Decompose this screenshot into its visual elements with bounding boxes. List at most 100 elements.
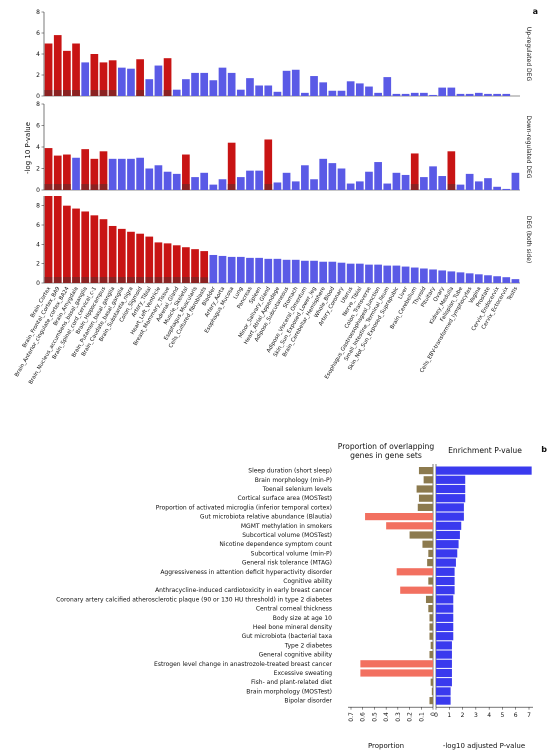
bar <box>355 263 364 283</box>
subplot-3: 0 2 4 6 8 DEG (both side) <box>36 196 532 287</box>
bar-base <box>81 277 90 283</box>
bar <box>264 85 273 96</box>
bar <box>154 165 163 190</box>
pvalue-bar <box>436 622 454 632</box>
bar <box>108 60 117 96</box>
bar <box>291 259 300 283</box>
bar <box>401 266 410 283</box>
bar-base <box>44 90 53 96</box>
bar-row: General cognitive ability <box>259 650 452 659</box>
y-tick-label: 4 <box>36 51 40 58</box>
y-tick-label: 4 <box>36 241 40 248</box>
bar <box>191 177 199 190</box>
category-label: Gut microbiota (bacterial taxa <box>242 633 333 640</box>
right-tick-label: 5 <box>501 712 505 719</box>
bar-base <box>447 184 456 190</box>
bar <box>63 205 71 283</box>
category-label: Subcortical volume (min-P) <box>251 550 332 557</box>
category-label: Bipolar disorder <box>284 698 332 705</box>
bar-base <box>72 277 80 283</box>
bar <box>136 59 144 96</box>
bar <box>346 183 355 190</box>
category-label: Cognitive ability <box>283 578 332 585</box>
bar <box>255 85 263 96</box>
bar <box>484 178 492 190</box>
category-label: Central corneal thickness <box>256 606 332 613</box>
bar-base <box>227 184 236 190</box>
category-label: MGMT methylation in smokers <box>241 523 332 530</box>
bar-base <box>117 277 126 283</box>
proportion-bar <box>416 485 433 493</box>
bar <box>374 264 382 283</box>
bar-base <box>264 184 273 190</box>
bar <box>191 249 199 283</box>
bar <box>163 171 172 190</box>
bar-row: Estrogen level change in anastrozole-tre… <box>154 659 452 668</box>
bar <box>136 233 144 283</box>
bar <box>246 170 254 190</box>
bar <box>337 262 346 283</box>
bar <box>346 263 355 283</box>
y-tick-label: 0 <box>36 280 40 287</box>
bar <box>81 62 90 96</box>
bar <box>447 151 456 190</box>
bar <box>310 76 318 96</box>
bar <box>127 231 135 283</box>
bar <box>182 247 190 283</box>
bar <box>145 79 154 96</box>
proportion-bar <box>386 522 433 530</box>
bar <box>301 165 309 190</box>
bar <box>218 255 227 283</box>
bar-base <box>200 277 209 283</box>
bar-base <box>53 90 62 96</box>
pvalue-bar <box>436 641 452 650</box>
subplot-title: Up-regulated DEG <box>525 27 532 82</box>
pvalue-bar <box>436 586 455 595</box>
bar <box>383 183 392 190</box>
y-tick-label: 2 <box>36 261 40 268</box>
bar <box>374 162 382 190</box>
bar <box>429 94 437 96</box>
bar <box>209 184 218 190</box>
bar <box>447 271 456 283</box>
bar <box>392 265 401 283</box>
bar <box>200 172 209 190</box>
bar-base <box>182 184 190 190</box>
proportion-bar <box>429 632 433 640</box>
subplot-1: 0 2 4 6 8 Up-regulated DEG <box>36 9 532 100</box>
bar-base <box>410 184 419 190</box>
left-tick-label: 0.5 <box>371 712 378 722</box>
bar <box>365 264 373 283</box>
pvalue-bar <box>436 558 456 567</box>
proportion-bar <box>430 678 433 686</box>
bar <box>145 168 154 190</box>
bar <box>63 50 71 96</box>
bar <box>291 69 300 96</box>
bar <box>383 77 392 96</box>
proportion-bar <box>429 697 433 705</box>
right-header: Enrichment P-value <box>448 446 522 455</box>
category-label: Coronary artery calcified atheroscleroti… <box>56 596 332 603</box>
bar <box>90 54 99 96</box>
bar-base <box>99 277 108 283</box>
bar-base <box>163 277 172 283</box>
proportion-bar <box>400 586 433 594</box>
category-label: Cortical surface area (MOSTest) <box>238 495 332 502</box>
bar-row: Heel bone mineral density <box>253 622 454 632</box>
bar-row: Body size at age 10 <box>273 613 454 622</box>
bar <box>72 208 80 283</box>
bar <box>282 259 291 283</box>
category-label: Anthracycline-induced cardiotoxicity in … <box>155 587 332 594</box>
bar <box>493 276 501 283</box>
category-label: Heel bone mineral density <box>253 624 333 631</box>
bar <box>81 211 90 283</box>
bar-base <box>99 184 108 190</box>
pvalue-bar <box>436 530 460 540</box>
y-tick-label: 8 <box>36 203 40 210</box>
bar-row: General risk tolerance (MTAG) <box>242 558 456 567</box>
category-label: Sleep duration (short sleep) <box>248 468 332 475</box>
bar <box>511 172 520 190</box>
category-label: Proportion of activated microglia (infer… <box>156 504 332 511</box>
bar <box>127 68 135 96</box>
